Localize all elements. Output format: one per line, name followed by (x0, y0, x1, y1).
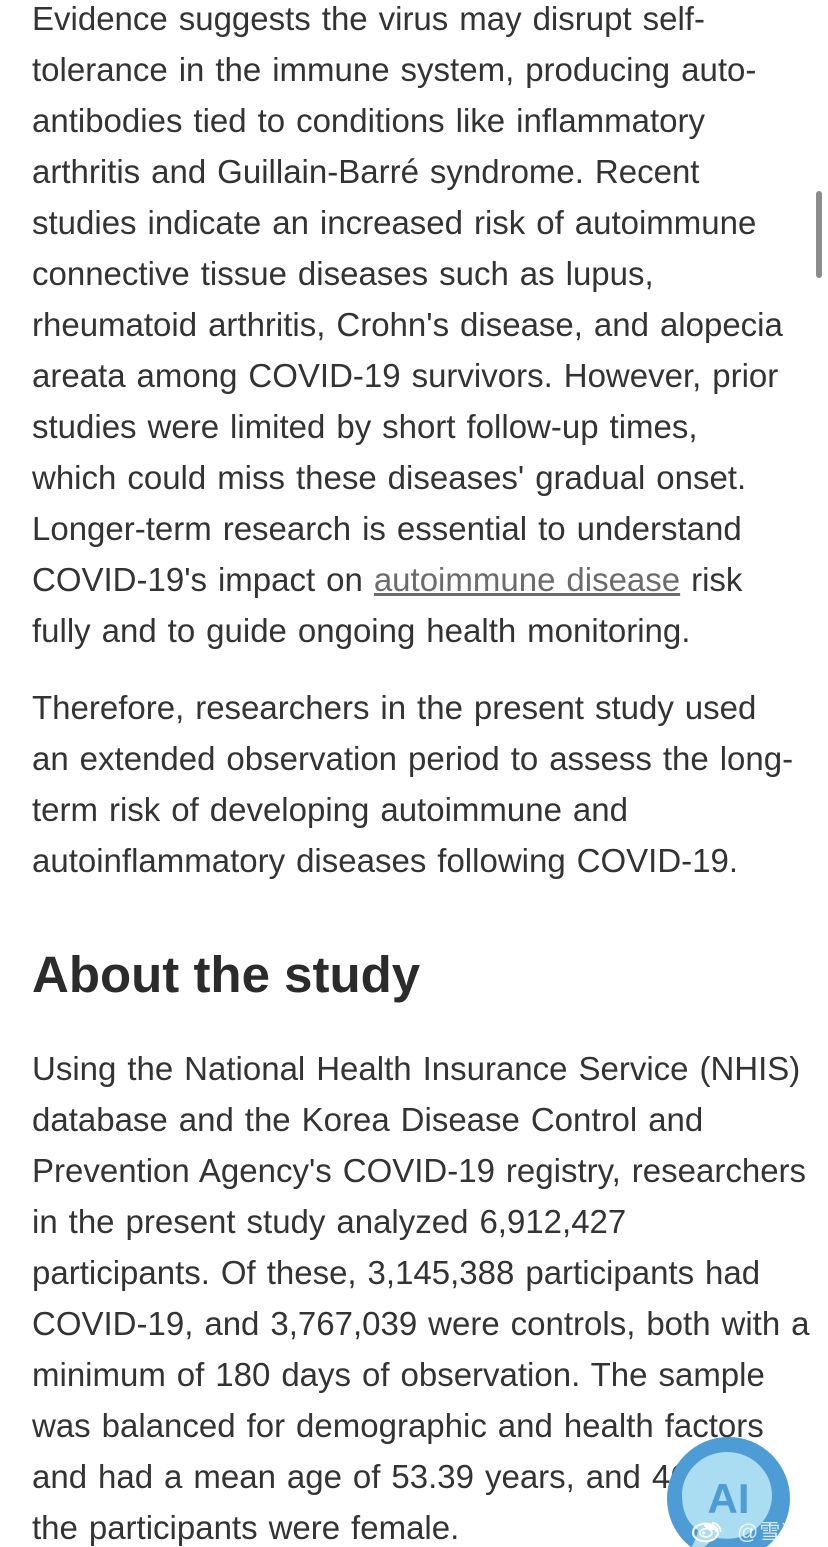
svg-text:AI: AI (708, 1475, 750, 1522)
